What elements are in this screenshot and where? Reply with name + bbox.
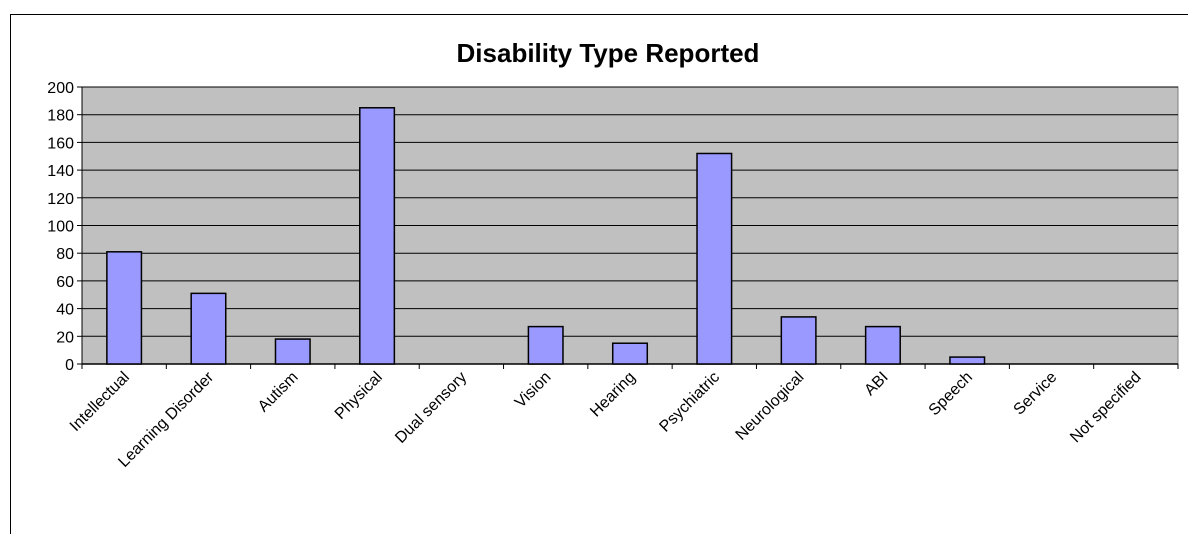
bar-7 <box>696 152 733 365</box>
bar-0 <box>106 251 143 365</box>
bar-3 <box>359 107 396 365</box>
y-tick-label-5: 100 <box>47 219 74 236</box>
bar-10 <box>949 356 986 365</box>
x-tick-label-10: Speech <box>926 369 976 419</box>
x-tick-label-7: Psychiatric <box>656 369 723 436</box>
chart-title: Disability Type Reported <box>457 38 760 68</box>
y-tick-label-6: 120 <box>47 191 74 208</box>
x-tick-label-3: Physical <box>332 369 386 423</box>
bar-9 <box>864 325 901 365</box>
y-tick-label-4: 80 <box>56 246 74 263</box>
x-tick-label-1: Learning Disorder <box>115 368 217 470</box>
x-tick-label-4: Dual sensory <box>392 369 470 447</box>
bar-2 <box>274 338 311 365</box>
y-tick-label-9: 180 <box>47 108 74 125</box>
x-tick-label-5: Vision <box>512 369 555 412</box>
y-tick-label-7: 140 <box>47 163 74 180</box>
x-tick-label-6: Hearing <box>587 369 639 421</box>
y-tick-label-2: 40 <box>56 302 74 319</box>
x-tick-label-2: Autism <box>255 369 302 416</box>
x-tick-label-12: Not specified <box>1067 369 1144 446</box>
x-tick-label-9: ABI <box>861 369 891 399</box>
y-tick-label-8: 160 <box>47 135 74 152</box>
bar-8 <box>780 316 817 365</box>
plot-area: 0 20 40 60 80 100 120 140 160 180 200 IntellectualL… <box>47 80 1179 471</box>
bar-6 <box>611 342 649 365</box>
bar-1 <box>190 292 227 365</box>
x-tick-label-11: Service <box>1011 369 1061 419</box>
x-tick-label-0: Intellectual <box>67 369 133 435</box>
y-tick-label-1: 20 <box>56 329 74 346</box>
y-tick-label-0: 0 <box>65 357 74 374</box>
bar-5 <box>527 325 564 365</box>
y-tick-label-10: 200 <box>47 80 74 97</box>
y-tick-label-3: 60 <box>56 274 74 291</box>
x-tick-label-8: Neurological <box>733 369 808 444</box>
